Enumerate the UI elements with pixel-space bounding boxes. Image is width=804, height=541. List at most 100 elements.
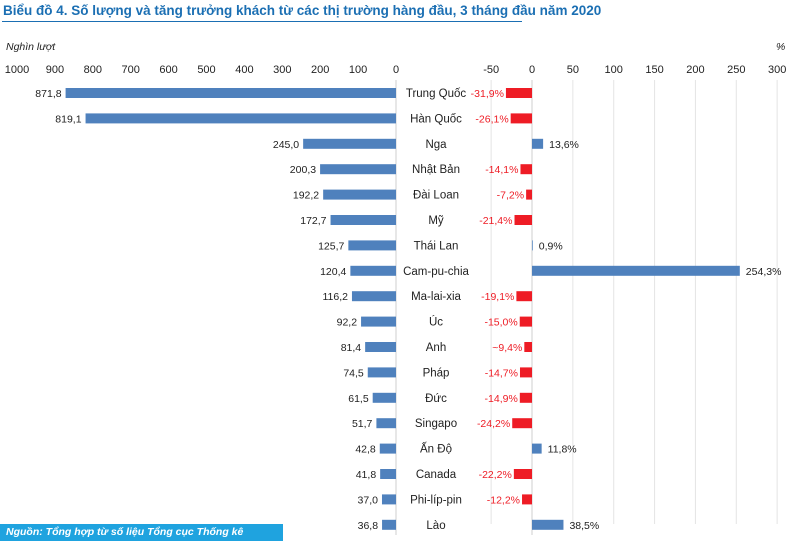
right-bar [519,316,532,327]
left-bar [376,418,396,429]
right-tick-label: -50 [483,64,499,76]
right-bar [532,443,542,454]
right-bar [514,215,532,225]
category-label: Lào [426,520,445,532]
left-bar [361,316,396,327]
category-label: Đài Loan [413,190,459,202]
right-value-label: 254,3% [746,266,782,278]
left-axis-label: Nghìn lượt [6,41,56,53]
left-value-label: 74,5 [343,367,364,379]
right-value-label: 11,8% [548,444,577,456]
left-bar [365,342,396,352]
right-tick-label: 0 [529,64,535,76]
left-tick-label: 0 [393,64,399,76]
category-label: Úc [429,316,443,329]
left-tick-label: 400 [235,64,253,76]
right-value-label: -19,1% [481,291,514,303]
right-value-label: 0,9% [539,240,563,252]
category-label: Đức [425,393,447,405]
right-value-label: 38,5% [569,520,599,532]
right-tick-label: 100 [605,64,623,76]
left-value-label: 125,7 [318,240,344,252]
category-label: Ấn Độ [420,443,452,456]
left-bar [381,494,396,505]
left-tick-label: 700 [122,64,140,76]
left-tick-label: 600 [159,64,177,76]
left-value-label: 819,1 [55,113,81,125]
right-bar [532,519,564,530]
right-value-label: 13,6% [549,139,579,151]
left-tick-label: 1000 [5,64,29,76]
left-value-label: 42,8 [355,444,376,456]
category-label: Mỹ [428,215,444,227]
left-value-label: 37,0 [358,494,379,506]
right-value-label: -22,2% [479,469,512,481]
left-value-label: 61,5 [348,393,369,405]
left-tick-label: 500 [197,64,215,76]
left-tick-label: 200 [311,64,329,76]
right-bar [519,392,532,403]
right-value-label: -7,2% [497,190,524,202]
category-label: Pháp [423,367,450,379]
chart-title: Biểu đồ 4. Số lượng và tăng trưởng khách… [3,3,602,18]
right-tick-label: 200 [686,64,704,76]
right-value-label: ~9,4% [492,342,522,354]
category-label: Canada [416,469,457,481]
right-tick-label: 300 [768,64,786,76]
left-value-label: 200,3 [290,164,316,176]
source-note: Nguồn: Tổng hợp từ số liệu Tổng cục Thốn… [0,524,283,541]
left-bar [367,367,396,378]
left-bar [320,164,396,175]
category-label: Phi-líp-pin [410,494,462,506]
right-bar [513,469,532,479]
right-value-label: -14,9% [485,393,518,405]
category-label: Nhật Bản [412,164,460,176]
right-bar [526,189,532,200]
right-bar [512,418,532,429]
left-value-label: 41,8 [356,469,377,481]
left-tick-label: 900 [46,64,64,76]
right-bar [524,342,532,352]
right-value-label: -24,2% [477,418,510,430]
right-bar [532,138,544,149]
left-value-label: 116,2 [322,291,348,303]
category-label: Nga [425,139,447,151]
left-tick-label: 100 [349,64,367,76]
left-bar [382,519,396,530]
left-bar [372,392,396,403]
right-tick-label: 50 [567,64,579,76]
category-label: Thái Lan [414,240,459,252]
right-value-label: -31,9% [471,88,504,100]
right-bar [505,88,532,98]
left-value-label: 172,7 [300,215,326,227]
left-value-label: 51,7 [352,418,373,430]
category-label: Ma-lai-xia [411,291,461,303]
title-underline [2,21,522,22]
left-bar [303,138,396,149]
left-bar [330,215,396,225]
left-value-label: 92,2 [337,317,358,329]
left-value-label: 120,4 [320,266,346,278]
left-bar [85,113,396,124]
left-value-label: 245,0 [273,139,299,151]
right-tick-label: 150 [645,64,663,76]
category-label: Hàn Quốc [410,113,462,125]
left-value-label: 192,2 [293,190,319,202]
right-bar [532,265,740,276]
right-value-label: -12,2% [487,494,520,506]
right-bar [520,164,532,175]
right-value-label: -15,0% [484,317,517,329]
right-axis-label: % [776,41,785,53]
category-label: Cam-pu-chia [403,266,469,278]
left-bar [350,265,396,276]
category-label: Trung Quốc [406,88,467,100]
left-tick-label: 300 [273,64,291,76]
right-value-label: -14,1% [485,164,518,176]
left-bar [379,443,396,454]
left-value-label: 871,8 [35,88,61,100]
right-bar [516,291,532,302]
left-bar [380,469,396,479]
right-bar [519,367,532,378]
left-bar [65,88,396,98]
